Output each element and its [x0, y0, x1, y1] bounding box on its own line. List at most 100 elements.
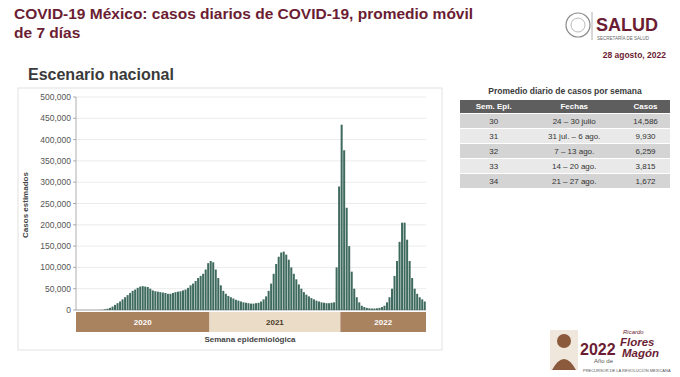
bar — [328, 303, 330, 310]
bar — [404, 223, 406, 310]
year-band — [76, 312, 209, 332]
bar — [305, 295, 307, 310]
bar — [235, 300, 237, 310]
bar — [147, 287, 149, 310]
bar — [320, 302, 322, 310]
bar — [89, 310, 91, 311]
table-row: 3024 – 30 julio14,586 — [460, 114, 670, 128]
y-tick — [73, 267, 76, 268]
bar — [81, 310, 83, 311]
bar — [295, 279, 297, 310]
bar — [101, 309, 103, 310]
bar — [162, 293, 164, 310]
bar — [268, 291, 270, 310]
grid-line — [76, 97, 426, 98]
bar — [273, 274, 275, 310]
y-tick-label: 400,000 — [40, 135, 71, 145]
bar — [300, 289, 302, 310]
bar — [381, 307, 383, 310]
y-axis — [76, 97, 77, 310]
bar — [346, 208, 348, 310]
bar — [172, 293, 174, 310]
grid-line — [76, 118, 426, 119]
page: SALUDSECRETARÍA DE SALUD28 agosto, 20220… — [0, 0, 680, 377]
grid-line — [76, 203, 426, 204]
bar — [265, 296, 267, 310]
bar — [366, 308, 368, 310]
year-band — [209, 312, 340, 332]
table-cell: 32 — [460, 144, 527, 158]
bar — [222, 291, 224, 310]
logo-divider — [592, 12, 593, 40]
grid-line — [76, 288, 426, 289]
bar — [394, 276, 396, 310]
chart-title: Escenario nacional — [28, 66, 174, 84]
table-cell: 14 – 20 ago. — [527, 159, 621, 173]
bar — [132, 291, 134, 310]
bar — [134, 290, 136, 310]
x-axis-label: Semana epidemiológica — [204, 335, 296, 344]
bar — [371, 309, 373, 310]
table-cell: 7 – 13 ago. — [527, 144, 621, 158]
canvas: SALUDSECRETARÍA DE SALUD28 agosto, 20220… — [0, 0, 680, 377]
portrait-body — [552, 359, 576, 370]
table-cell: 34 — [460, 174, 527, 188]
bar — [270, 284, 272, 310]
bar — [414, 289, 416, 310]
bar — [192, 284, 194, 310]
grid-line — [76, 224, 426, 225]
table: Sem. Epi.FechasCasos3024 – 30 julio14,58… — [460, 99, 670, 189]
bar — [308, 296, 310, 310]
bar — [220, 285, 222, 310]
bar — [343, 150, 345, 310]
bar — [202, 274, 204, 310]
bar — [99, 309, 101, 310]
bar — [124, 297, 126, 310]
y-tick — [73, 139, 76, 140]
table-cell: 14,586 — [621, 114, 670, 128]
bar — [399, 242, 401, 310]
table-row: 327 – 13 ago.6,259 — [460, 144, 670, 158]
bar — [200, 276, 202, 310]
grid — [73, 97, 426, 310]
bar — [368, 308, 370, 310]
bar — [240, 301, 242, 310]
bar — [326, 303, 328, 310]
bar — [106, 309, 108, 310]
bar — [250, 304, 252, 310]
table-title: Promedio diario de casos por semana — [460, 86, 670, 96]
footer-name-last: Magón — [622, 347, 659, 359]
bar — [144, 287, 146, 310]
table-header-cell: Casos — [621, 100, 670, 113]
bar — [421, 299, 423, 310]
bar — [275, 264, 277, 310]
bar — [333, 302, 335, 310]
bar — [227, 296, 229, 310]
bar — [237, 301, 239, 310]
bar — [185, 290, 187, 310]
bar — [207, 263, 209, 310]
grid-line — [76, 160, 426, 161]
bar — [112, 307, 114, 310]
bar — [315, 301, 317, 310]
bar — [164, 293, 166, 310]
bar — [174, 292, 176, 310]
bar — [283, 252, 285, 310]
logo-text: SALUD — [596, 15, 658, 35]
bar — [179, 291, 181, 310]
bar — [190, 285, 192, 310]
bar — [157, 292, 159, 310]
bar — [293, 274, 295, 310]
table-cell: 30 — [460, 114, 527, 128]
bar — [142, 286, 144, 310]
bar — [215, 270, 217, 310]
bar — [406, 240, 408, 310]
y-tick-label: 150,000 — [40, 241, 71, 251]
bar — [391, 289, 393, 310]
table-cell: 3,815 — [621, 159, 670, 173]
table-cell: 21 – 27 ago. — [527, 174, 621, 188]
bar — [258, 303, 260, 310]
footer-year: 2022 — [580, 341, 616, 358]
bar — [159, 292, 161, 310]
bar — [363, 307, 365, 310]
